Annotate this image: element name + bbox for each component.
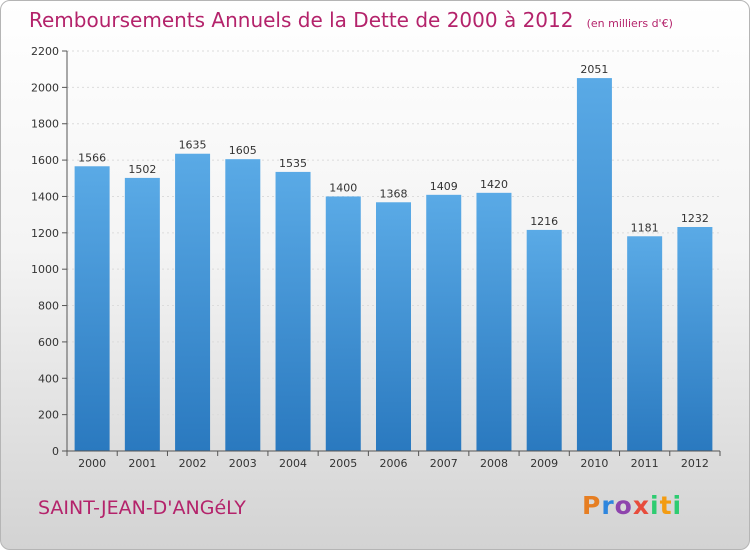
logo-letter: x xyxy=(632,491,650,520)
x-tick-label: 2009 xyxy=(530,457,558,470)
bar xyxy=(225,159,261,451)
x-tick-label: 2011 xyxy=(631,457,659,470)
data-label: 1181 xyxy=(631,221,659,234)
bar xyxy=(275,171,311,451)
data-label: 1232 xyxy=(681,212,709,225)
proxiti-logo: Proxiti xyxy=(582,491,682,520)
chart-unit: (en milliers d'€) xyxy=(586,17,673,30)
logo-letter: i xyxy=(672,491,683,520)
bars: 1566 1502 1635 1605 1535 1400 1368 1409 1420 1216… xyxy=(74,63,713,452)
logo-letter: r xyxy=(601,491,615,520)
data-label: 1635 xyxy=(179,139,207,152)
logo-letter: o xyxy=(614,491,633,520)
y-tick-label: 600 xyxy=(38,336,59,349)
y-tick-label: 0 xyxy=(52,445,59,458)
x-tick-label: 2003 xyxy=(229,457,257,470)
city-name: SAINT-JEAN-D'ANGéLY xyxy=(38,497,246,519)
bar xyxy=(325,196,361,451)
y-tick-label: 200 xyxy=(38,409,59,422)
bar xyxy=(576,78,612,451)
data-label: 1535 xyxy=(279,157,307,170)
y-tick-label: 1600 xyxy=(31,154,59,167)
axes: 0 200 400 600 800 1000 1200 1400 1600 1800 2000 220… xyxy=(31,45,721,470)
y-tick-label: 400 xyxy=(38,372,59,385)
bar xyxy=(426,194,462,451)
y-tick-label: 2200 xyxy=(31,45,59,58)
bar xyxy=(376,202,411,451)
y-tick-label: 1000 xyxy=(31,263,59,276)
chart-title-text: Remboursements Annuels de la Dette de 20… xyxy=(29,8,574,32)
data-label: 1502 xyxy=(128,163,156,176)
bar xyxy=(476,192,512,451)
data-label: 2051 xyxy=(580,63,608,76)
bar xyxy=(526,229,562,451)
data-label: 1216 xyxy=(530,215,558,228)
y-tick-label: 1200 xyxy=(31,227,59,240)
y-tick-label: 1400 xyxy=(31,190,59,203)
y-tick-label: 1800 xyxy=(31,118,59,131)
bar xyxy=(74,166,110,452)
data-label: 1605 xyxy=(229,144,257,157)
bar xyxy=(124,177,160,451)
x-tick-label: 2000 xyxy=(78,457,106,470)
bar xyxy=(175,153,211,451)
data-label: 1368 xyxy=(380,187,408,200)
y-tick-label: 2000 xyxy=(31,81,59,94)
chart-title: Remboursements Annuels de la Dette de 20… xyxy=(29,8,673,32)
data-label: 1409 xyxy=(430,180,458,193)
x-tick-label: 2008 xyxy=(480,457,508,470)
y-tick-label: 800 xyxy=(38,300,59,313)
x-tick-label: 2005 xyxy=(329,457,357,470)
x-tick-label: 2001 xyxy=(128,457,156,470)
x-tick-label: 2002 xyxy=(179,457,207,470)
x-tick-label: 2004 xyxy=(279,457,307,470)
logo-letter: i xyxy=(650,491,660,520)
logo-letter: P xyxy=(582,491,602,520)
bar xyxy=(677,227,713,451)
data-label: 1566 xyxy=(78,151,106,164)
x-tick-label: 2007 xyxy=(430,457,458,470)
x-tick-label: 2010 xyxy=(580,457,608,470)
data-label: 1420 xyxy=(480,178,508,191)
data-label: 1400 xyxy=(329,181,357,194)
bar xyxy=(627,236,663,451)
logo-letter: t xyxy=(659,491,673,520)
x-tick-label: 2012 xyxy=(681,457,709,470)
x-tick-label: 2006 xyxy=(380,457,408,470)
